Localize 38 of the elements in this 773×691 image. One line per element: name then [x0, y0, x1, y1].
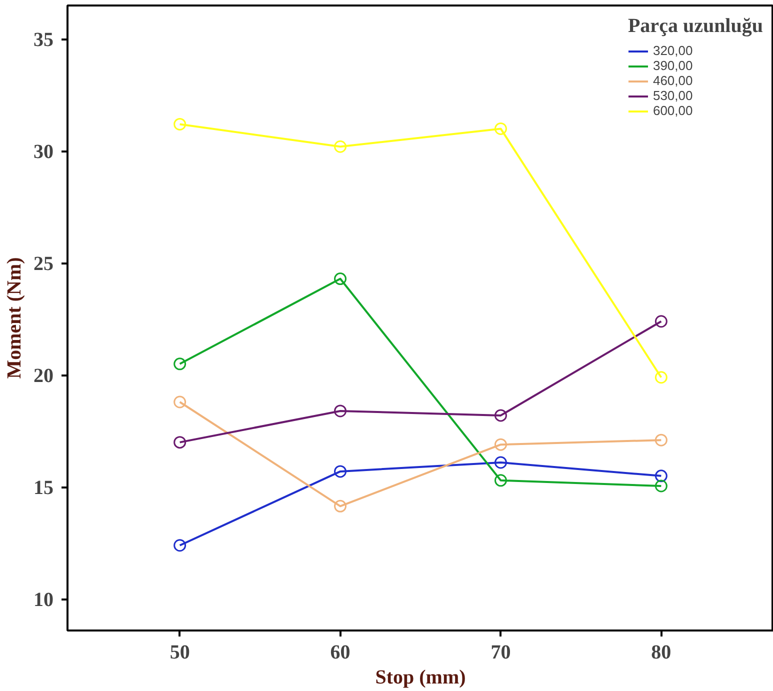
legend-title: Parça uzunluğu: [628, 15, 763, 38]
legend-label: 390,00: [652, 58, 693, 73]
y-tick-label: 30: [34, 141, 54, 164]
x-tick-label: 70: [490, 642, 511, 664]
point: [494, 409, 507, 422]
point: [654, 470, 668, 482]
y-tick-label: 15: [34, 477, 54, 500]
y-tick-label: 25: [34, 253, 54, 276]
point: [174, 539, 186, 552]
x-tick-label: 50: [170, 642, 190, 664]
legend-label: 600,00: [652, 103, 693, 118]
point: [174, 358, 186, 370]
point: [494, 438, 507, 451]
legend-label: 460,00: [652, 73, 693, 88]
point: [174, 118, 186, 130]
point: [334, 272, 347, 286]
y-axis-title: Moment (Nm): [4, 257, 26, 379]
legend-label: 320,00: [652, 43, 693, 58]
y-tick-label: 10: [34, 589, 54, 612]
point: [654, 480, 668, 492]
y-tick-label: 20: [34, 365, 54, 388]
point: [334, 140, 347, 153]
point: [494, 474, 507, 487]
point: [494, 122, 507, 135]
point: [334, 500, 347, 512]
point: [654, 434, 668, 446]
x-tick-label: 60: [330, 642, 350, 664]
x-axis-title: Stop (mm): [375, 666, 466, 688]
point: [174, 436, 186, 449]
point: [494, 456, 507, 469]
point: [654, 315, 668, 328]
point: [654, 371, 668, 384]
point: [334, 404, 347, 418]
x-tick-label: 80: [651, 642, 672, 664]
point: [334, 465, 347, 478]
point: [174, 396, 186, 408]
y-tick-label: 35: [34, 29, 54, 52]
legend-label: 530,00: [652, 88, 693, 103]
